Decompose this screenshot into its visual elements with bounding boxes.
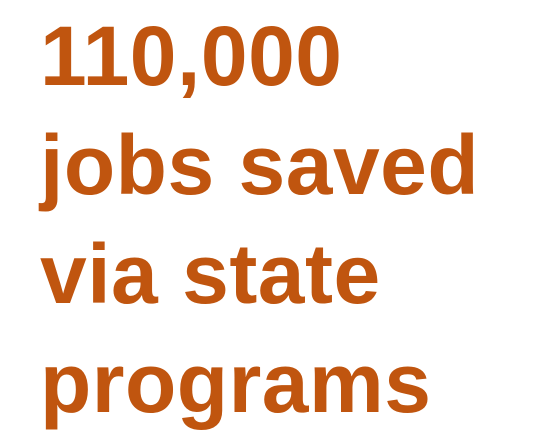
headline-line-3: via state (40, 227, 381, 321)
headline-line-4: programs (40, 336, 432, 430)
headline-stat: 110,000 jobs saved via state programs (40, 2, 479, 438)
headline-line-2: jobs saved (40, 118, 480, 212)
headline-line-number: 110,000 (40, 9, 343, 103)
